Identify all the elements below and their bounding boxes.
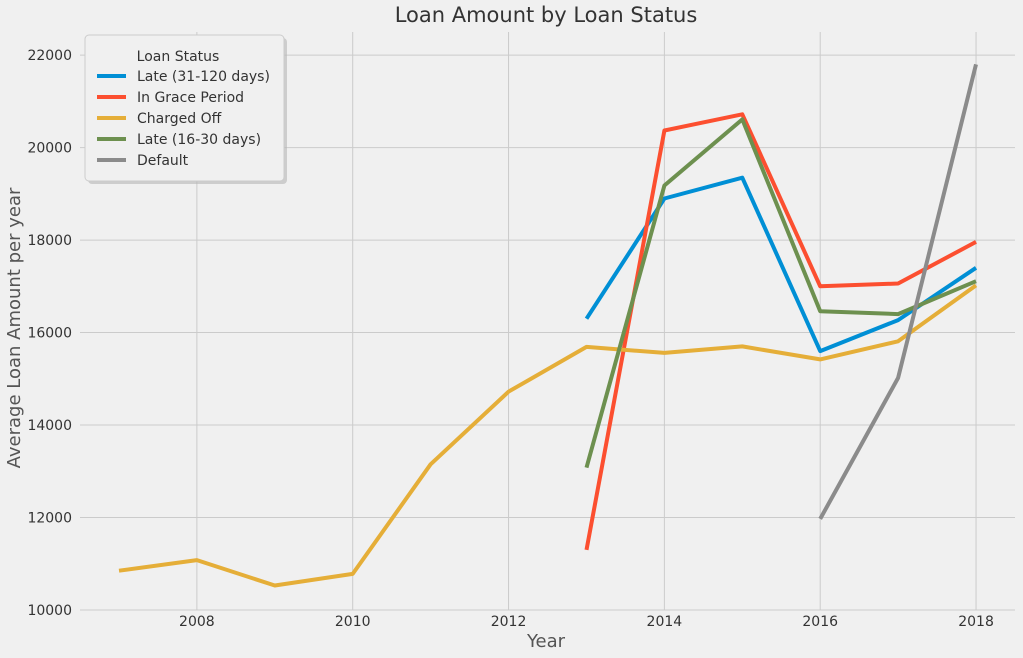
legend-items: Late (31-120 days) In Grace Period Charged… [97, 69, 270, 169]
x-tick-label: 2008 [179, 614, 215, 630]
legend-label: Default [137, 153, 189, 169]
legend-label: In Grace Period [137, 90, 244, 106]
series-line-1 [584, 175, 978, 354]
legend-box [84, 34, 285, 182]
x-tick-label: 2014 [647, 614, 683, 630]
x-tick-label: 2018 [958, 614, 994, 630]
y-tick-label: 22000 [27, 48, 72, 64]
tick-labels: 2008 2010 2012 2014 2016 2018 10000 12000 14000 1… [27, 48, 993, 630]
legend-title: Loan Status [137, 49, 220, 65]
x-axis-label: Year [526, 631, 566, 652]
y-tick-label: 18000 [27, 233, 72, 249]
y-tick-label: 10000 [27, 603, 72, 619]
chart-title: Loan Amount by Loan Status [395, 3, 698, 27]
series-line-3 [118, 283, 978, 588]
series-line-5 [818, 63, 978, 520]
series-line-2 [584, 112, 977, 551]
grid [80, 32, 1015, 611]
legend-label: Late (31-120 days) [137, 69, 270, 85]
x-tick-label: 2012 [491, 614, 527, 630]
x-tick-label: 2010 [335, 614, 371, 630]
series-line-4 [584, 117, 977, 469]
series-layer [118, 63, 978, 588]
x-tick-label: 2016 [802, 614, 838, 630]
legend-label: Charged Off [137, 111, 222, 127]
y-tick-label: 14000 [27, 418, 72, 434]
y-tick-label: 20000 [27, 141, 72, 157]
legend-label: Late (16-30 days) [137, 132, 261, 148]
legend: Loan Status Late (31-120 days) In Grace P… [84, 34, 287, 184]
y-tick-label: 16000 [27, 326, 72, 342]
y-axis-label: Average Loan Amount per year [4, 187, 25, 468]
y-tick-label: 12000 [27, 511, 72, 527]
